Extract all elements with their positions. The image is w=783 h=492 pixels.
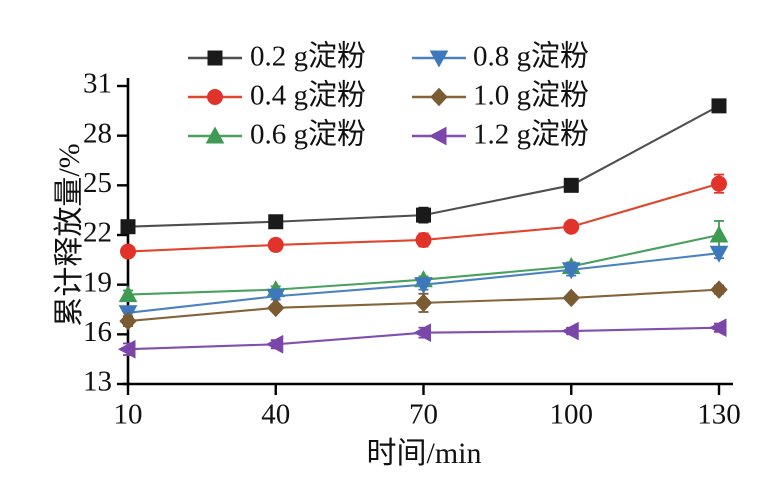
legend-marker bbox=[207, 89, 223, 105]
data-point-marker bbox=[709, 225, 729, 243]
series-0.4-g淀粉 bbox=[120, 173, 727, 260]
legend-label: 1.2 g淀粉 bbox=[473, 118, 589, 151]
data-point-marker bbox=[119, 311, 137, 331]
data-point-marker bbox=[120, 219, 136, 235]
legend-item-0.2-g淀粉: 0.2 g淀粉 bbox=[188, 40, 366, 73]
data-point-marker bbox=[117, 339, 136, 359]
data-point-marker bbox=[708, 318, 727, 338]
data-point-marker bbox=[561, 262, 581, 280]
plot-area: 13 16 19 22 25 28 31 10 40 70 100 130 bbox=[83, 68, 741, 431]
data-point-marker bbox=[562, 288, 580, 308]
x-tick-label: 100 bbox=[550, 399, 594, 431]
x-axis-title: 时间/min bbox=[366, 437, 481, 470]
legend-label: 0.6 g淀粉 bbox=[250, 118, 366, 151]
legend-marker bbox=[429, 50, 449, 68]
data-point-marker bbox=[268, 214, 284, 230]
y-tick-label: 31 bbox=[83, 68, 112, 100]
data-point-marker bbox=[413, 323, 431, 343]
x-tick-label: 130 bbox=[697, 399, 741, 431]
data-point-marker bbox=[118, 285, 138, 303]
legend-label: 0.2 g淀粉 bbox=[250, 40, 366, 73]
legend-label: 0.8 g淀粉 bbox=[473, 40, 589, 73]
y-tick-label: 28 bbox=[83, 117, 112, 149]
series-0.2-g淀粉 bbox=[120, 98, 727, 235]
legend-item-0.8-g淀粉: 0.8 g淀粉 bbox=[412, 40, 589, 73]
data-point-marker bbox=[266, 288, 286, 306]
legend-item-0.6-g淀粉: 0.6 g淀粉 bbox=[188, 118, 366, 151]
series-1.2-g淀粉 bbox=[117, 318, 727, 359]
y-tick-label: 25 bbox=[83, 167, 112, 199]
legend-marker bbox=[205, 126, 225, 144]
legend-label: 1.0 g淀粉 bbox=[473, 79, 589, 112]
legend-marker bbox=[207, 50, 223, 66]
data-point-marker bbox=[416, 207, 431, 223]
x-tick-label: 40 bbox=[261, 399, 290, 431]
data-point-marker bbox=[120, 243, 136, 260]
data-point-marker bbox=[267, 298, 285, 318]
legend-marker bbox=[428, 126, 447, 146]
data-point-marker bbox=[267, 236, 284, 253]
legend-item-0.4-g淀粉: 0.4 g淀粉 bbox=[188, 79, 366, 112]
y-tick-label: 19 bbox=[83, 266, 112, 298]
series-1.0-g淀粉 bbox=[119, 280, 728, 331]
data-point-marker bbox=[711, 98, 727, 114]
x-tick-label: 70 bbox=[409, 399, 438, 431]
legend-item-1.2-g淀粉: 1.2 g淀粉 bbox=[412, 118, 589, 151]
data-point-marker bbox=[710, 280, 728, 299]
data-point-marker bbox=[414, 277, 433, 295]
legend-item-1.0-g淀粉: 1.0 g淀粉 bbox=[412, 79, 589, 112]
data-point-marker bbox=[709, 245, 729, 263]
data-point-marker bbox=[414, 293, 433, 313]
data-point-marker bbox=[563, 177, 579, 193]
legend-label: 0.4 g淀粉 bbox=[250, 79, 366, 112]
y-tick-label: 16 bbox=[83, 316, 112, 348]
data-point-marker bbox=[265, 334, 284, 354]
y-tick-label: 13 bbox=[83, 366, 112, 398]
data-point-marker bbox=[563, 218, 580, 235]
data-point-marker bbox=[711, 175, 727, 192]
x-tick-label: 10 bbox=[114, 399, 143, 431]
y-tick-label: 22 bbox=[83, 217, 112, 249]
y-axis-title: 累计释放量/% bbox=[53, 143, 86, 326]
data-point-marker bbox=[561, 321, 579, 341]
legend-marker bbox=[430, 87, 448, 107]
data-point-marker bbox=[415, 231, 432, 248]
chart-legend: 0.2 g淀粉 0.4 g淀粉 0.6 g淀粉 0.8 g淀粉 1.0 g淀粉 1.2 g… bbox=[188, 40, 589, 151]
